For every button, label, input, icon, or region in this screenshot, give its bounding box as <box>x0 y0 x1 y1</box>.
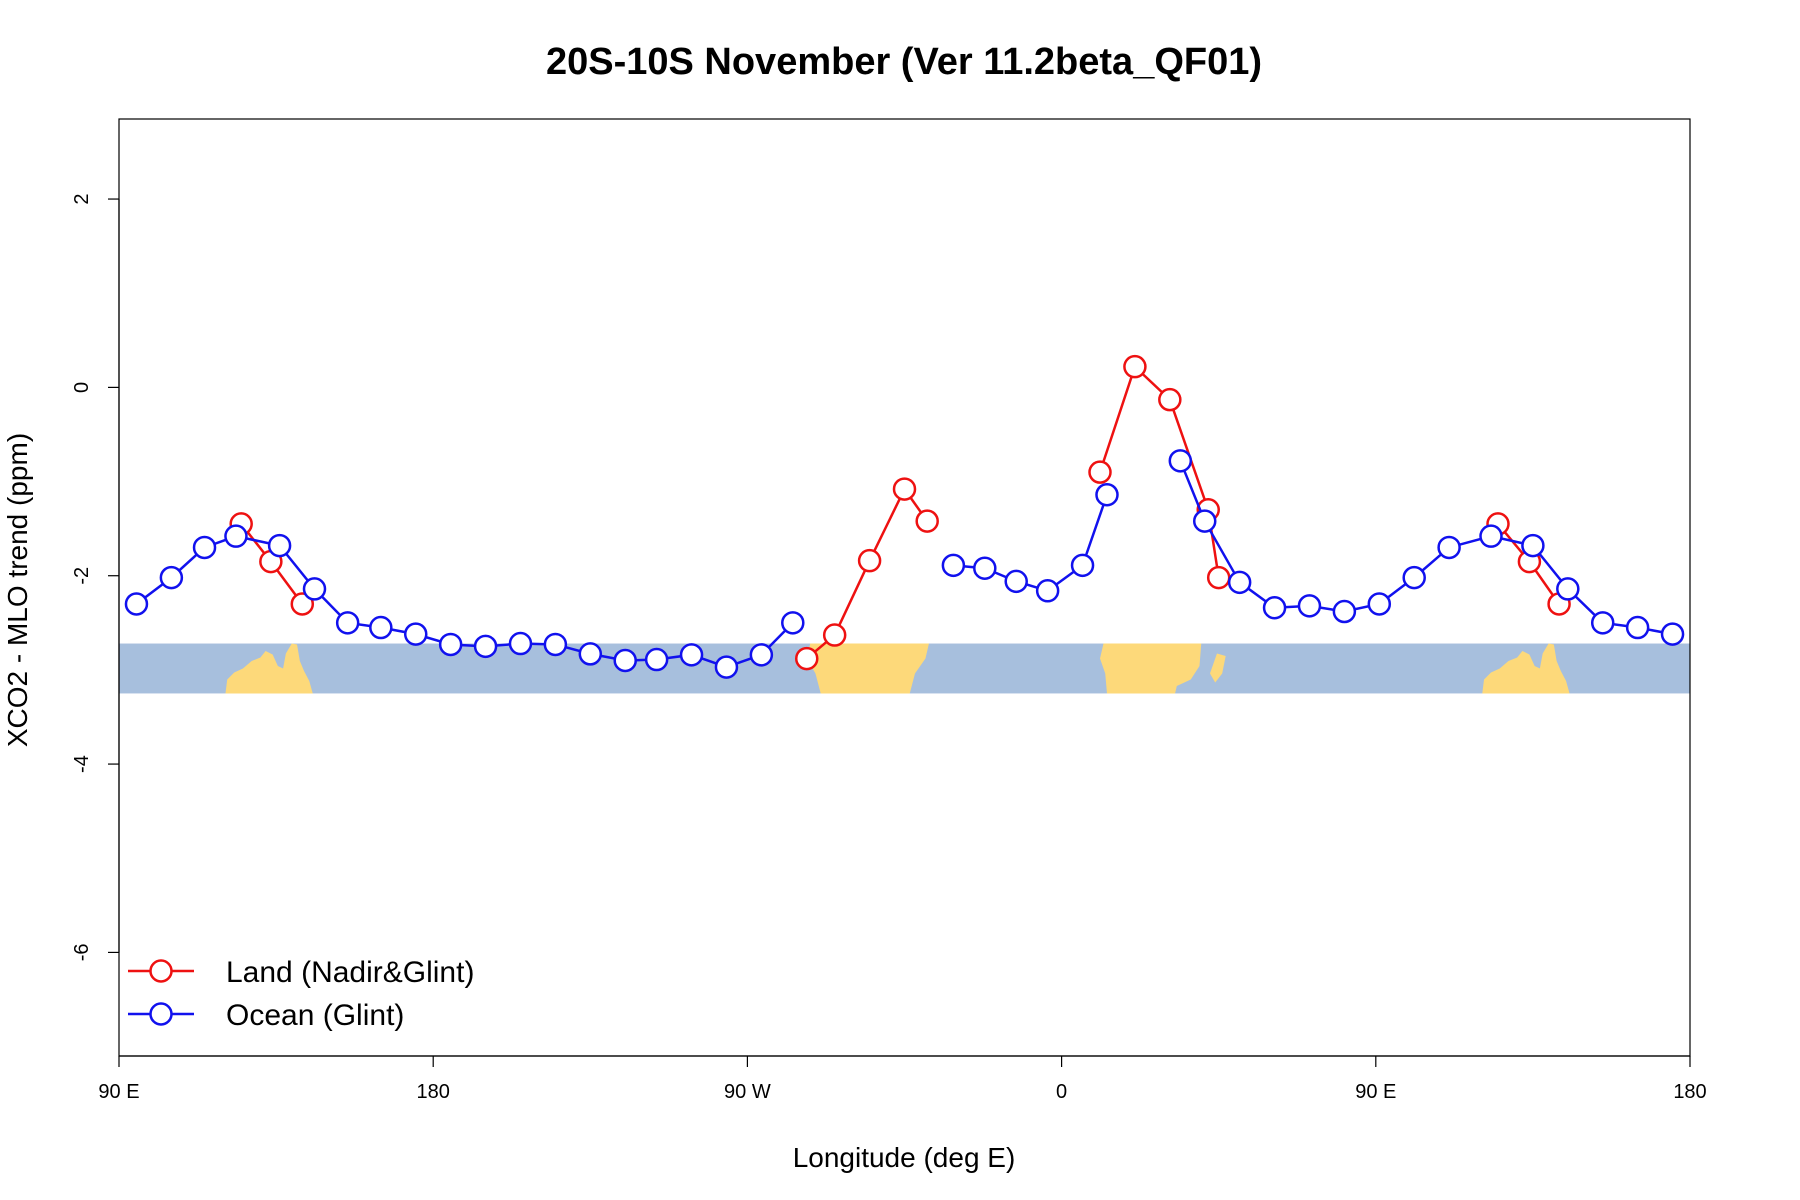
land-masses <box>225 643 1570 694</box>
ocean-data-point <box>508 631 533 656</box>
ocean-data-point <box>1095 482 1119 507</box>
ocean-data-point <box>1168 449 1193 473</box>
x-tick-label: 90 E <box>1355 1081 1396 1103</box>
x-axis-label: Longitude (deg E) <box>793 1142 1016 1173</box>
land-data-point <box>857 548 882 573</box>
x-tick-label: 180 <box>417 1081 450 1103</box>
land-series <box>229 354 1571 671</box>
y-axis-label: XCO2 - MLO trend (ppm) <box>2 433 33 747</box>
land-data-point <box>892 477 917 501</box>
land-data-point <box>822 623 847 647</box>
ocean-data-point <box>578 642 603 666</box>
ocean-data-point <box>302 577 327 601</box>
ocean-data-point <box>1332 599 1357 624</box>
south-america-landmass <box>806 643 929 694</box>
ocean-data-point <box>1070 553 1095 578</box>
ocean-series <box>124 449 1685 679</box>
ocean-data-point <box>714 655 739 679</box>
ocean-data-point <box>369 615 393 640</box>
australia-landmass-2 <box>1482 643 1570 694</box>
legend: Land (Nadir&Glint) Ocean (Glint) <box>128 956 474 1032</box>
y-axis: 2 0 -2 -4 -6 <box>71 193 120 962</box>
ocean-data-point <box>1367 592 1392 616</box>
land-data-point <box>794 646 819 671</box>
land-data-point <box>1206 565 1231 590</box>
ocean-data-point <box>124 592 149 616</box>
ocean-data-point <box>1590 611 1615 635</box>
land-data-point <box>1158 387 1182 412</box>
land-data-point <box>290 592 315 616</box>
ocean-data-point <box>1556 577 1580 601</box>
chart-title: 20S-10S November (Ver 11.2beta_QF01) <box>546 41 1262 83</box>
ocean-data-point <box>267 533 292 558</box>
land-data-point <box>915 509 939 533</box>
australia-landmass-1 <box>225 643 313 694</box>
y-tick-label: -6 <box>71 944 93 962</box>
legend-ocean-label: Ocean (Glint) <box>226 999 404 1032</box>
ocean-data-point <box>403 622 428 646</box>
y-tick-label: 2 <box>71 193 93 204</box>
ocean-data-point <box>192 535 217 560</box>
ocean-data-point <box>1035 579 1060 603</box>
madagascar-landmass <box>1209 653 1226 683</box>
legend-ocean-marker <box>149 1002 173 1026</box>
land-data-point <box>1123 354 1147 379</box>
ocean-data-point <box>679 643 704 667</box>
ocean-data-point <box>749 643 774 667</box>
plot-frame <box>118 118 1691 1057</box>
ocean-data-point <box>543 632 568 657</box>
ocean-data-point <box>1660 622 1685 646</box>
legend-land-label: Land (Nadir&Glint) <box>226 956 474 989</box>
ocean-data-point <box>644 647 669 672</box>
ocean-data-point <box>473 634 498 659</box>
ocean-data-point <box>1262 595 1287 620</box>
x-axis: 90 E 180 90 W 0 90 E 180 <box>98 1055 1707 1103</box>
x-tick-label: 90 W <box>724 1081 771 1103</box>
x-tick-label: 0 <box>1056 1081 1067 1103</box>
ocean-data-point <box>224 524 248 548</box>
ocean-data-point <box>1004 569 1028 594</box>
legend-land-marker <box>149 959 173 983</box>
ocean-data-point <box>1297 594 1322 618</box>
ocean-data-point <box>613 648 637 673</box>
ocean-data-point <box>1402 565 1426 590</box>
ocean-data-point <box>973 556 997 580</box>
y-tick-label: 0 <box>71 382 93 393</box>
ocean-data-point <box>1227 570 1252 595</box>
land-ocean-map-band <box>119 643 1690 694</box>
series-layer <box>124 354 1685 679</box>
y-tick-label: -4 <box>71 755 93 773</box>
ocean-data-point <box>1521 533 1545 558</box>
x-tick-label: 180 <box>1673 1081 1706 1103</box>
x-tick-label: 90 E <box>98 1081 139 1103</box>
africa-landmass <box>1100 643 1202 694</box>
ocean-data-point <box>941 553 966 578</box>
ocean-data-point <box>1479 524 1503 548</box>
ocean-data-point <box>438 632 463 657</box>
y-tick-label: -2 <box>71 567 93 585</box>
ocean-data-point <box>159 565 184 590</box>
ocean-data-point <box>1625 615 1650 640</box>
ocean-series-line <box>1179 460 1673 636</box>
ocean-data-point <box>781 611 805 635</box>
ocean-data-point <box>1437 535 1461 560</box>
ocean-data-point <box>335 611 360 635</box>
ocean-data-point <box>1192 509 1217 533</box>
land-data-point <box>1088 460 1112 484</box>
